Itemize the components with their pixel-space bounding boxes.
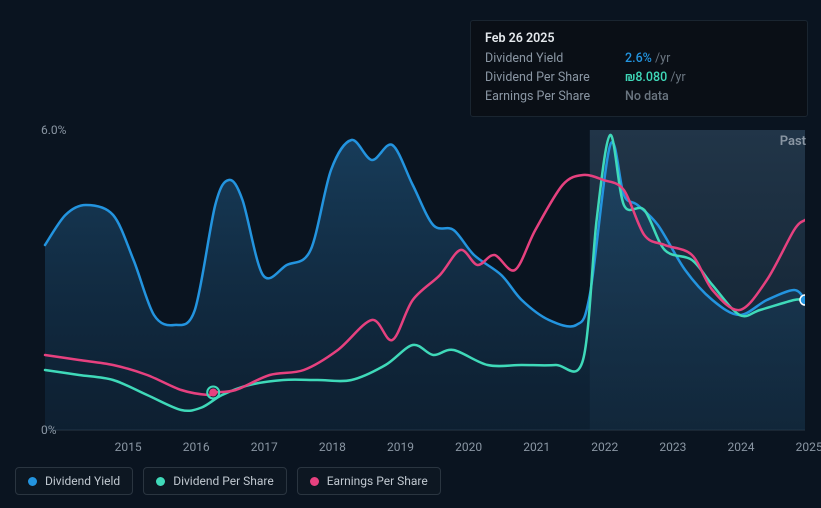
x-tick-label: 2015 — [115, 440, 142, 454]
intersect-marker — [209, 389, 217, 397]
x-axis: 2015 2016 2017 2018 2019 2020 2021 2022 2023 2024… — [30, 440, 805, 460]
tooltip-row: Dividend Yield2.6% /yr — [485, 50, 793, 69]
legend-item[interactable]: Dividend Yield — [15, 467, 133, 495]
legend: Dividend Yield Dividend Per Share Earnings… — [15, 467, 441, 495]
tooltip-key: Dividend Yield — [485, 50, 625, 69]
x-tick-label: 2019 — [387, 440, 414, 454]
x-tick-label: 2022 — [591, 440, 618, 454]
chart-svg — [15, 100, 805, 450]
y-tick-label: 0% — [41, 423, 45, 437]
legend-swatch — [156, 477, 165, 486]
past-label: Past — [780, 134, 806, 149]
tooltip-key: Dividend Per Share — [485, 69, 625, 88]
x-tick-label: 2016 — [183, 440, 210, 454]
x-tick-label: 2023 — [659, 440, 686, 454]
legend-item[interactable]: Dividend Per Share — [143, 467, 287, 495]
current-marker — [800, 295, 805, 305]
tooltip-row: Dividend Per Share₪8.080 /yr — [485, 69, 793, 88]
x-tick-label: 2020 — [455, 440, 482, 454]
chart-area: 0% 6.0% — [15, 100, 805, 450]
legend-swatch — [28, 477, 37, 486]
tooltip-key: Earnings Per Share — [485, 88, 625, 107]
y-tick-label: 6.0% — [41, 123, 45, 137]
tooltip: Feb 26 2025 Dividend Yield2.6% /yrDivide… — [470, 20, 808, 117]
x-tick-label: 2025 — [796, 440, 821, 454]
tooltip-value: 2.6% /yr — [625, 50, 670, 69]
x-tick-label: 2017 — [251, 440, 278, 454]
legend-label: Dividend Yield — [45, 474, 120, 488]
legend-item[interactable]: Earnings Per Share — [297, 467, 441, 495]
legend-label: Dividend Per Share — [173, 474, 274, 488]
tooltip-value: No data — [625, 88, 669, 107]
tooltip-date: Feb 26 2025 — [485, 31, 793, 46]
x-tick-label: 2021 — [523, 440, 550, 454]
legend-label: Earnings Per Share — [327, 474, 428, 488]
x-tick-label: 2024 — [728, 440, 755, 454]
tooltip-value: ₪8.080 /yr — [625, 69, 686, 88]
x-tick-label: 2018 — [319, 440, 346, 454]
legend-swatch — [310, 477, 319, 486]
tooltip-row: Earnings Per ShareNo data — [485, 88, 793, 107]
tooltip-rows: Dividend Yield2.6% /yrDividend Per Share… — [485, 50, 793, 106]
